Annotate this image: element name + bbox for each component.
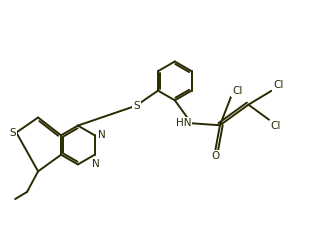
Text: Cl: Cl xyxy=(271,120,281,131)
Text: S: S xyxy=(133,101,140,111)
Text: O: O xyxy=(211,151,219,161)
Text: N: N xyxy=(92,160,100,169)
Text: HN: HN xyxy=(176,118,191,128)
Text: N: N xyxy=(98,130,106,140)
Text: S: S xyxy=(10,128,16,137)
Text: Cl: Cl xyxy=(273,80,283,90)
Text: Cl: Cl xyxy=(232,86,243,96)
